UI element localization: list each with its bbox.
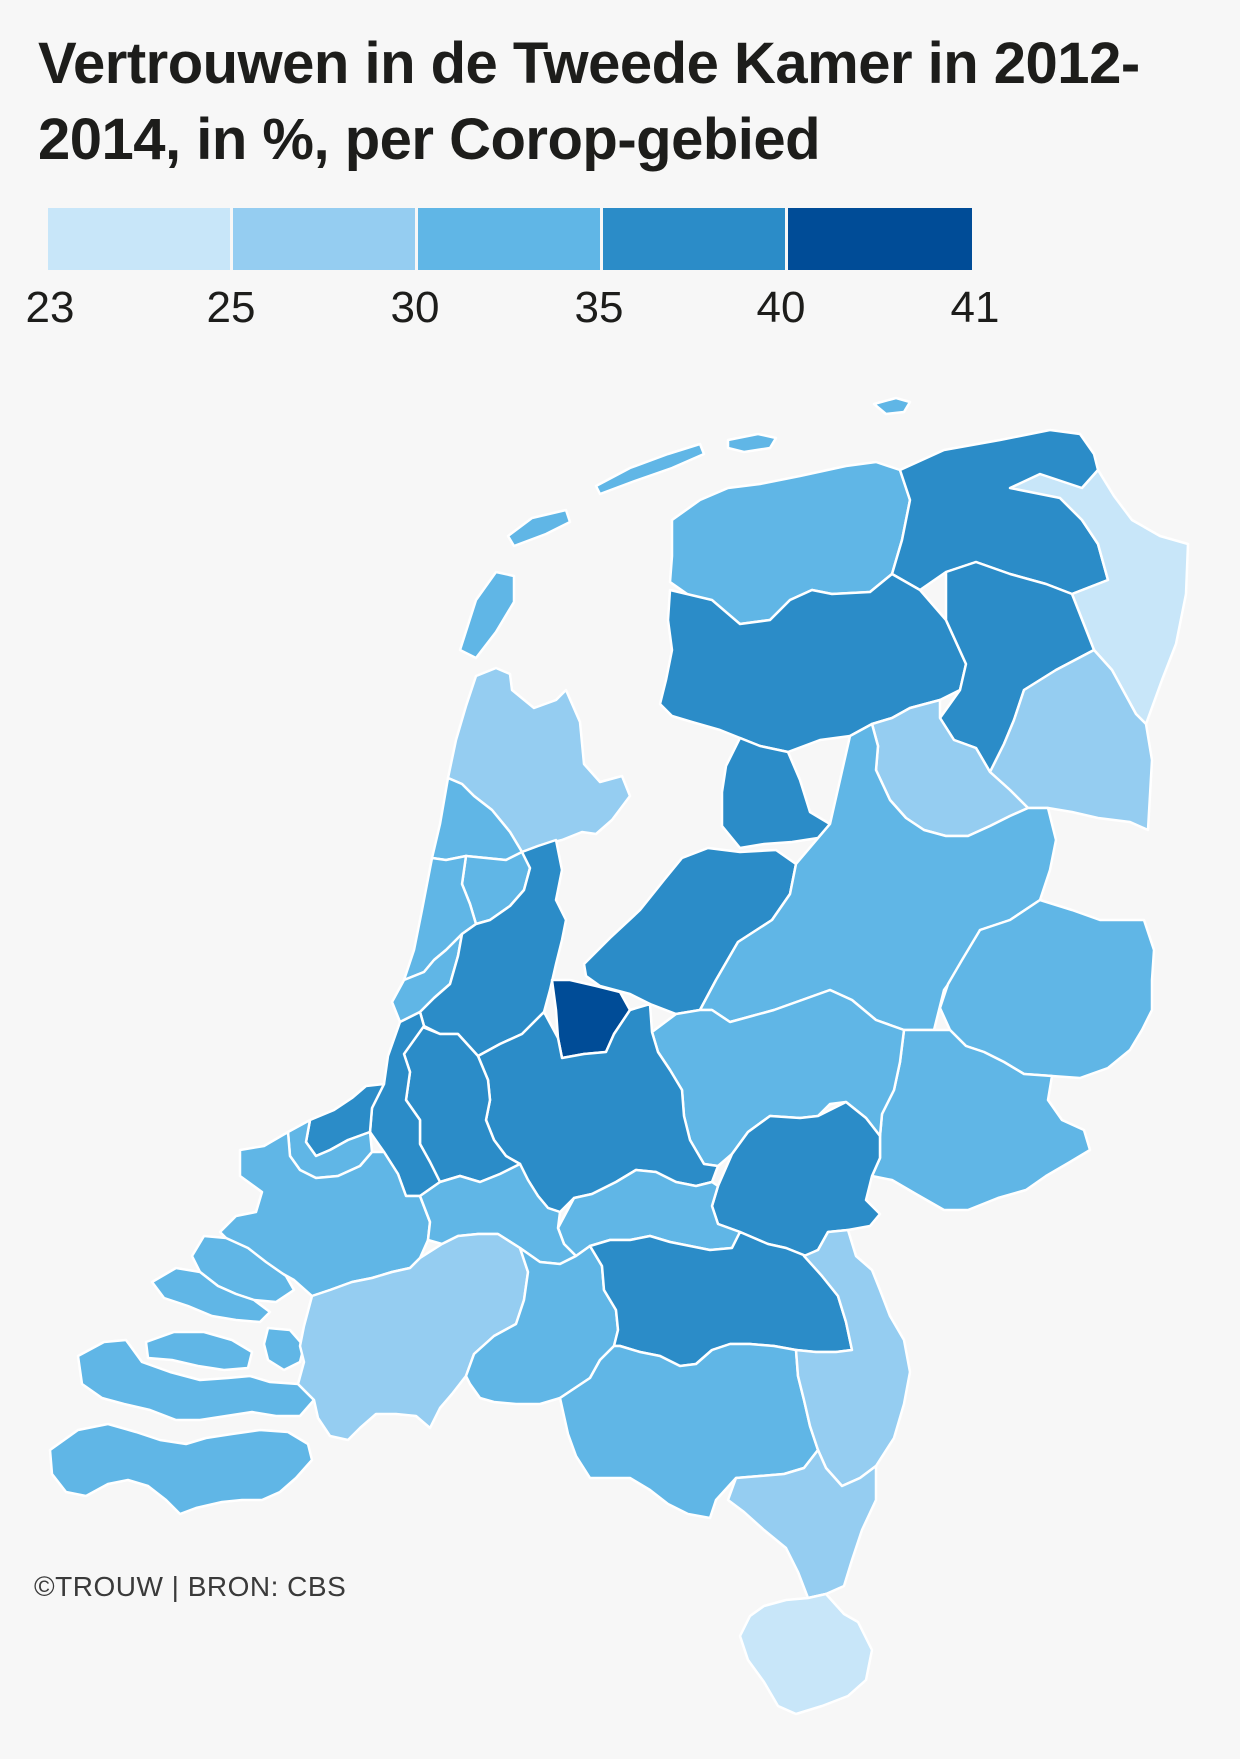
legend-bin-23-25: [48, 208, 230, 270]
color-legend: 23 25 30 35 40 41: [0, 0, 1240, 360]
region-vlieland: [506, 508, 572, 548]
legend-bin-25-30: [233, 208, 415, 270]
map-title: Vertrouwen in de Tweede Kamer in 2012-20…: [38, 31, 1140, 172]
legend-bin-30-35: [418, 208, 600, 270]
region-oost-groningen: [1008, 468, 1190, 726]
legend-tick-23: 23: [25, 283, 75, 332]
region-zuid-limburg: [738, 1592, 874, 1716]
legend-tick-40: 40: [756, 283, 806, 332]
region-texel: [458, 570, 516, 660]
legend-tick-41: 41: [950, 283, 1000, 332]
region-midden-limburg: [726, 1448, 878, 1600]
region-noord-drenthe: [988, 648, 1154, 832]
region-schiermonnikoog: [872, 396, 912, 416]
region-twente: [938, 898, 1156, 1080]
legend-tick-25: 25: [206, 283, 256, 332]
legend-bin-40-41: [788, 208, 972, 270]
region-walcheren-beveland: [76, 1338, 316, 1422]
legend-tick-35: 35: [574, 283, 624, 332]
region-noordoostpolder: [720, 736, 832, 850]
legend-bin-35-40: [603, 208, 785, 270]
source-credit: ©TROUW | BRON: CBS: [34, 1571, 347, 1602]
region-noord-beveland: [144, 1330, 254, 1372]
legend-tick-30: 30: [390, 283, 440, 332]
region-tholen: [262, 1326, 306, 1372]
region-schouwen-duiveland: [150, 1266, 272, 1324]
region-zeeuws-vlaanderen: [48, 1422, 314, 1516]
region-ameland: [726, 432, 778, 454]
region-terschelling: [594, 442, 706, 496]
